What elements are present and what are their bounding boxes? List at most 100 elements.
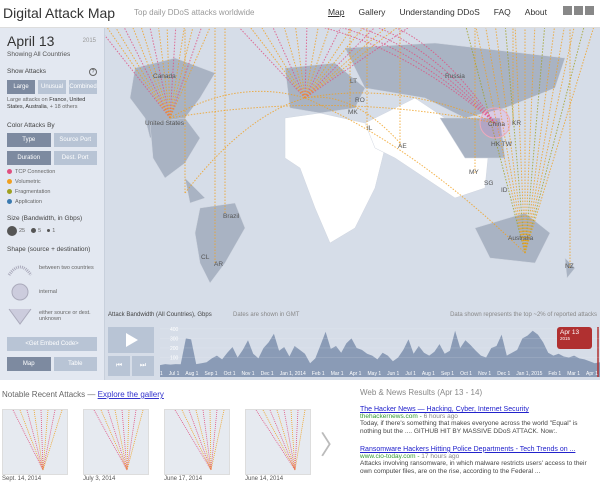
size-label: Size (Bandwidth, in Gbps) xyxy=(7,214,83,222)
label-ro: RO xyxy=(355,97,365,104)
attack-arc xyxy=(504,28,526,254)
attack-type-legend: TCP Connection Volumetric Fragmentation App… xyxy=(7,169,97,205)
attack-arc xyxy=(475,28,526,254)
news-result-link[interactable]: Ransomware Hackers Hitting Police Depart… xyxy=(360,445,576,453)
large-button[interactable]: Large xyxy=(7,80,35,94)
news-meta: thehackernews.com - 6 hours ago xyxy=(360,413,458,420)
duration-button[interactable]: Duration xyxy=(7,150,51,165)
legend-dot xyxy=(7,169,12,175)
news-url: www.cio-today.com xyxy=(360,452,416,460)
news-title: Web & News Results (Apr 13 - 14) xyxy=(360,388,483,397)
main-nav: Map Gallery Understanding DDoS FAQ About xyxy=(328,6,594,17)
label-brazil: Brazil xyxy=(223,213,240,220)
attack-arc xyxy=(169,28,185,119)
color-by-label: Color Attacks By xyxy=(7,121,55,129)
unusual-button[interactable]: Unusual xyxy=(38,80,66,94)
shape-label-internal: internal xyxy=(39,288,58,295)
size-dot-medium xyxy=(31,228,37,234)
gallery-thumbnail[interactable] xyxy=(245,409,311,475)
news-result-link[interactable]: The Hacker News — Hacking, Cyber, Intern… xyxy=(360,406,529,413)
x-tick-label: Dec 1 xyxy=(497,371,510,377)
x-tick-label: Feb 1 xyxy=(548,371,561,377)
attack-arc xyxy=(485,28,526,254)
gallery-thumbnail[interactable] xyxy=(83,409,149,475)
nav-about[interactable]: About xyxy=(524,6,547,17)
gallery-thumbnail[interactable] xyxy=(2,409,68,475)
step-forward-button[interactable]: ⏭ xyxy=(132,356,154,376)
gallery-thumbnail[interactable] xyxy=(164,409,230,475)
facebook-icon[interactable] xyxy=(585,6,594,15)
attack-arc xyxy=(169,28,177,119)
label-russia: Russia xyxy=(445,73,465,80)
attack-arc xyxy=(115,28,171,119)
label-sg: SG xyxy=(484,180,493,187)
label-il: IL xyxy=(367,125,373,132)
step-back-button[interactable]: ⏮ xyxy=(108,356,130,376)
x-tick-label: May 1 xyxy=(368,371,382,377)
google-plus-icon[interactable] xyxy=(563,6,572,15)
combined-button[interactable]: Combined xyxy=(69,80,97,94)
attack-arc xyxy=(169,90,306,119)
label-ae: AE xyxy=(398,143,407,150)
header: Digital Attack Map Top daily DDoS attack… xyxy=(0,0,600,28)
label-mk: MK xyxy=(348,109,358,116)
attack-arc xyxy=(184,97,306,194)
table-view-button[interactable]: Table xyxy=(53,356,97,371)
nav-gallery[interactable]: Gallery xyxy=(358,6,386,17)
type-button[interactable]: Type xyxy=(7,132,51,147)
attack-arc xyxy=(169,28,194,119)
label-hk-tw: HK TW xyxy=(491,141,513,148)
attack-arc xyxy=(106,28,171,119)
attack-map[interactable]: Canada United States Brazil CL AR Russia… xyxy=(105,28,600,305)
x-tick-label: Apr 1 xyxy=(586,371,598,377)
app-title[interactable]: Digital Attack Map xyxy=(3,5,116,21)
x-tick-label: Sep 1 xyxy=(205,371,218,377)
attack-arc xyxy=(395,28,496,124)
news-description: Attacks involving ransomware, in which m… xyxy=(360,459,587,476)
attack-arc xyxy=(304,28,330,99)
gallery-caption: July 3, 2014 xyxy=(83,476,116,482)
bandwidth-area xyxy=(160,330,600,367)
legend-item: Application xyxy=(7,199,97,205)
label-australia: Australia xyxy=(508,235,534,242)
gallery-title: Notable Recent Attacks — xyxy=(2,390,96,399)
dest-port-button[interactable]: Dest. Port xyxy=(53,150,97,165)
x-tick-label: Nov 1 xyxy=(242,371,255,377)
label-id: ID xyxy=(501,187,508,194)
twitter-icon[interactable] xyxy=(574,6,583,15)
attack-arc xyxy=(304,96,401,144)
nav-map[interactable]: Map xyxy=(327,6,345,17)
china-attack-circle[interactable] xyxy=(479,107,511,139)
help-icon[interactable]: ? xyxy=(89,68,97,76)
countries-link[interactable]: France, United States, Australia xyxy=(7,97,86,111)
attack-arc xyxy=(295,28,306,99)
size-value: 5 xyxy=(38,227,42,234)
x-tick-label: Oct 1 xyxy=(460,371,472,377)
attack-arc xyxy=(304,28,364,99)
x-tick-label: Jun 1 xyxy=(387,371,399,377)
legend-label: TCP Connection xyxy=(15,168,56,175)
x-tick-label: Apr 1 xyxy=(350,371,362,377)
embed-code-button[interactable]: <Get Embed Code> xyxy=(7,336,97,351)
nav-faq[interactable]: FAQ xyxy=(493,6,511,17)
size-value: 25 xyxy=(19,227,26,234)
play-button[interactable] xyxy=(108,327,154,353)
shape-label-unknown: either source or dest. unknown xyxy=(39,309,91,322)
legend-dot xyxy=(7,199,12,205)
map-view-button[interactable]: Map xyxy=(7,356,51,371)
attack-arc xyxy=(304,28,342,99)
source-port-button[interactable]: Source Port xyxy=(53,132,97,147)
chevron-right-icon[interactable]: 〉 xyxy=(320,430,347,460)
bandwidth-chart[interactable]: 100 200 300 400 1 Jul 1 Aug 1 Sep 1 Oct 1 Nov 1 De… xyxy=(160,327,600,377)
x-tick-label: 1 xyxy=(160,371,163,377)
news-age: 17 hours ago xyxy=(421,452,460,460)
explore-gallery-link[interactable]: Explore the gallery xyxy=(97,390,164,399)
news-results: Web & News Results (Apr 13 - 14) The Hac… xyxy=(360,388,598,477)
attack-arc xyxy=(304,28,353,99)
attack-arc xyxy=(261,28,306,99)
nav-understanding-ddos[interactable]: Understanding DDoS xyxy=(399,6,480,17)
label-canada: Canada xyxy=(153,73,176,80)
current-date-marker[interactable]: Apr 13 2015 xyxy=(557,327,592,349)
shape-label-arc: between two countries xyxy=(39,264,94,271)
news-url: thehackernews.com xyxy=(360,413,418,420)
